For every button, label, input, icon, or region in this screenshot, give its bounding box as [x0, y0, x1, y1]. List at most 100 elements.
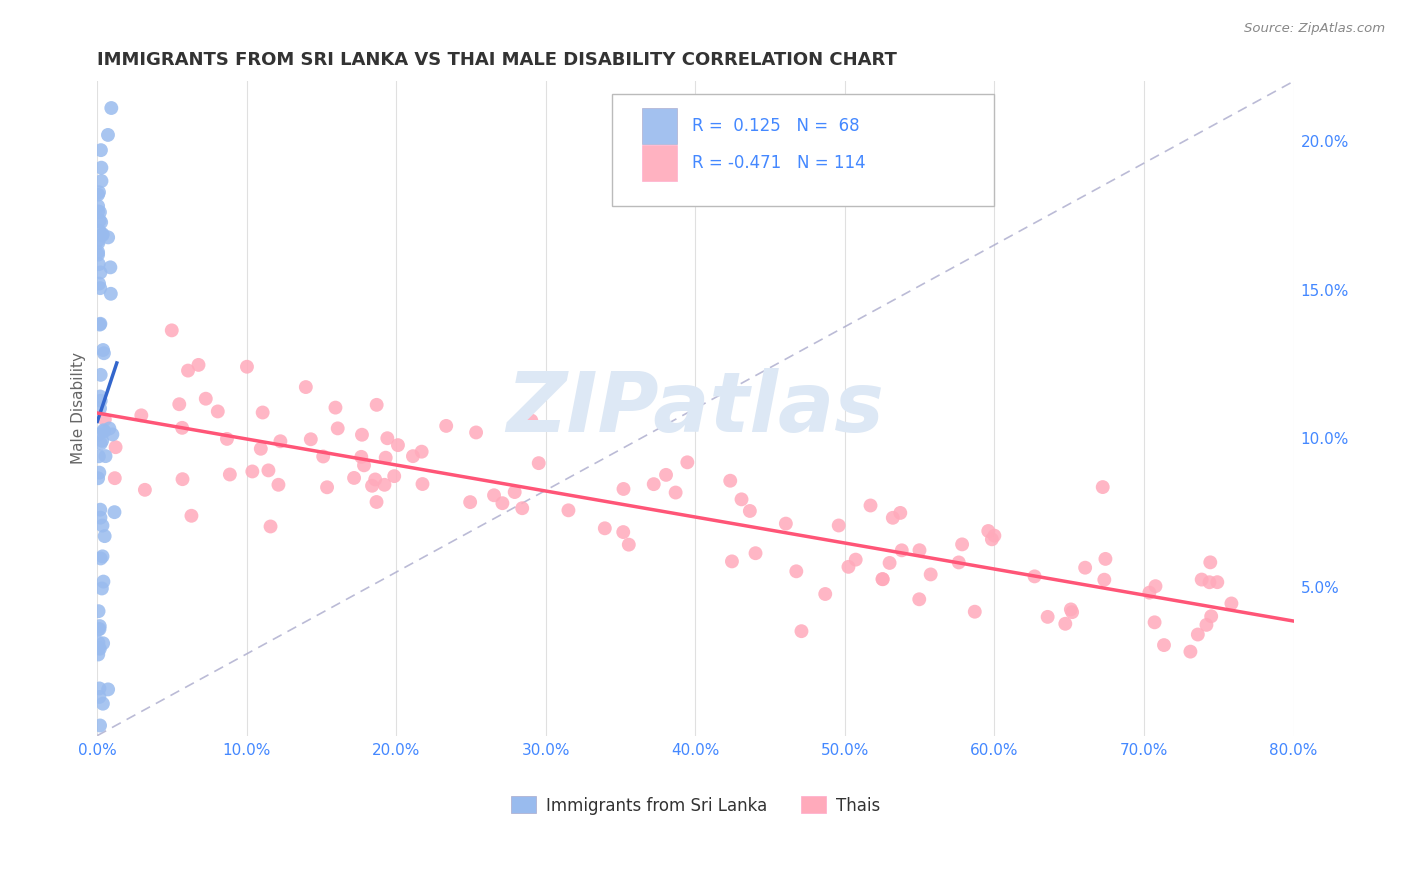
Point [87, 641, 110, 656]
Point [89, 681, 111, 696]
Point [87, 247, 110, 261]
Point [1137, 585, 1160, 599]
Point [87, 623, 110, 637]
Bar [641, 145, 678, 181]
Point [90, 551, 112, 566]
Point [872, 572, 894, 586]
Point [89, 318, 111, 332]
Point [411, 444, 433, 458]
Point [1195, 618, 1218, 632]
Point [93, 529, 115, 543]
Point [257, 463, 280, 477]
Point [837, 559, 859, 574]
Point [252, 405, 274, 419]
Point [316, 480, 339, 494]
Point [920, 567, 942, 582]
Point [983, 528, 1005, 542]
Point [1024, 569, 1046, 583]
Point [100, 101, 122, 115]
Point [382, 469, 405, 483]
Point [343, 471, 366, 485]
Point [411, 477, 433, 491]
Text: IMMIGRANTS FROM SRI LANKA VS THAI MALE DISABILITY CORRELATION CHART: IMMIGRANTS FROM SRI LANKA VS THAI MALE D… [97, 51, 897, 69]
Point [520, 413, 543, 427]
Point [218, 467, 240, 482]
Point [87, 235, 110, 250]
Point [89, 502, 111, 516]
Point [434, 418, 457, 433]
Point [87, 199, 110, 213]
Point [87, 245, 110, 260]
Point [87, 187, 110, 202]
Point [207, 404, 229, 418]
Point [491, 496, 513, 510]
Point [593, 521, 616, 535]
Point [364, 473, 387, 487]
Point [97, 230, 120, 244]
FancyBboxPatch shape [612, 95, 994, 206]
Point [373, 477, 395, 491]
Point [785, 564, 807, 578]
Point [91, 343, 114, 357]
Point [721, 554, 744, 568]
Point [104, 440, 127, 454]
Point [908, 592, 931, 607]
Point [87, 204, 110, 219]
Point [1206, 575, 1229, 590]
Point [267, 477, 290, 491]
Point [366, 495, 388, 509]
Point [1220, 597, 1243, 611]
Point [1199, 555, 1222, 569]
Point [814, 587, 837, 601]
Point [91, 227, 114, 242]
Point [1060, 602, 1083, 616]
Point [90, 161, 112, 175]
Point [908, 543, 931, 558]
Point [465, 425, 488, 440]
Point [1180, 645, 1202, 659]
Point [312, 450, 335, 464]
Point [90, 582, 112, 596]
Point [93, 425, 115, 439]
Point [94, 412, 117, 426]
Point [612, 482, 634, 496]
Point [134, 483, 156, 497]
Point [89, 641, 111, 656]
Point [1074, 560, 1097, 574]
Point [527, 456, 550, 470]
Point [510, 501, 533, 516]
Point [172, 421, 194, 435]
Point [89, 622, 111, 636]
Point [91, 636, 114, 650]
Bar [641, 108, 678, 144]
Point [236, 359, 259, 374]
Point [98, 421, 121, 435]
Point [93, 423, 115, 437]
Point [269, 434, 291, 449]
Point [87, 635, 110, 649]
Point [215, 432, 238, 446]
Point [98, 260, 121, 275]
Text: Source: ZipAtlas.com: Source: ZipAtlas.com [1244, 22, 1385, 36]
Point [1191, 573, 1213, 587]
Point [91, 518, 114, 533]
Point [366, 398, 388, 412]
Point [87, 277, 110, 291]
Point [90, 143, 112, 157]
Point [950, 537, 973, 551]
Point [89, 510, 111, 524]
Point [100, 286, 122, 301]
Text: R =  0.125   N =  68: R = 0.125 N = 68 [692, 117, 859, 135]
Point [361, 479, 384, 493]
Point [828, 518, 851, 533]
Point [89, 224, 111, 238]
Point [718, 474, 741, 488]
Point [977, 524, 1000, 538]
Point [169, 397, 191, 411]
Point [240, 465, 263, 479]
Point [187, 358, 209, 372]
Point [879, 556, 901, 570]
Point [87, 233, 110, 247]
Point [1091, 480, 1114, 494]
Point [87, 604, 110, 618]
